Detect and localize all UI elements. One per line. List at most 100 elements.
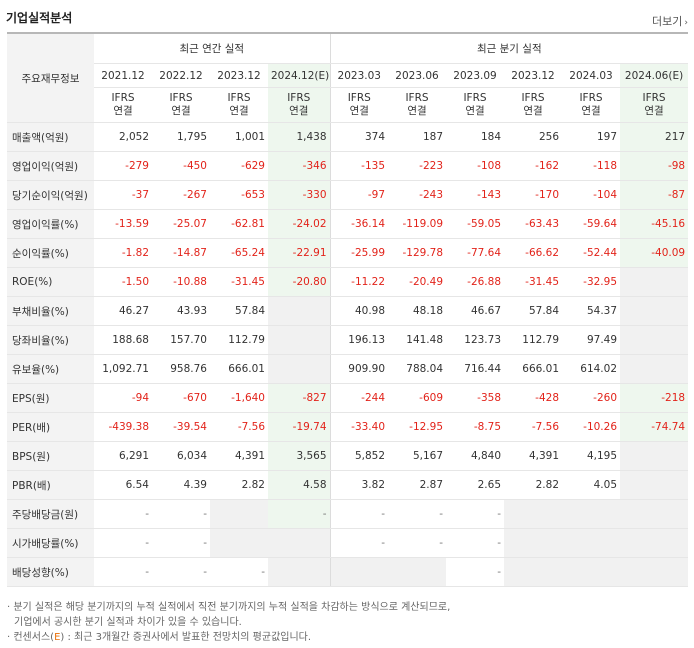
table-row: 순이익률(%) -1.82 -14.87 -65.24 -22.91 -25.99 -129… — [7, 238, 689, 268]
more-link-label: 더보기 — [652, 15, 683, 28]
table-cell: 6,291 — [94, 441, 152, 471]
table-cell: 4,840 — [446, 441, 505, 471]
table-cell: - — [446, 557, 505, 587]
table-cell: 196.13 — [329, 325, 389, 355]
row-label: 영업이익률(%) — [7, 209, 94, 239]
chevron-right-icon: › — [684, 18, 688, 28]
table-cell: 43.93 — [152, 296, 210, 326]
note-line: 기업에서 공시한 분기 실적과 차이가 있을 수 있습니다. — [14, 617, 242, 628]
table-cell: -77.64 — [446, 238, 505, 268]
table-cell: -12.95 — [388, 412, 447, 442]
table-cell: - — [388, 528, 447, 558]
table-cell: 57.84 — [504, 296, 563, 326]
table-cell: -450 — [152, 151, 210, 181]
annual-group-header: 최근 연간 실적 — [94, 32, 331, 64]
table-cell: 188.68 — [94, 325, 152, 355]
table-row: 배당성향(%) - - - - — [7, 557, 689, 587]
table-cell: 666.01 — [504, 354, 563, 384]
footnotes: · 분기 실적은 해당 분기까지의 누적 실적에서 직전 분기까지의 누적 실적… — [7, 600, 450, 645]
table-cell: -118 — [562, 151, 621, 181]
table-row: PBR(배) 6.54 4.39 2.82 4.58 3.82 2.87 2.65 2.82 4.… — [7, 470, 689, 500]
table-row: BPS(원) 6,291 6,034 4,391 3,565 5,852 5,167 4,84… — [7, 441, 689, 471]
table-cell — [504, 557, 563, 587]
table-cell: -143 — [446, 180, 505, 210]
table-cell: -63.43 — [504, 209, 563, 239]
table-cell: - — [94, 499, 152, 529]
table-cell: 4.05 — [562, 470, 621, 500]
ifrs-label: IFRS 연결 — [388, 87, 447, 123]
table-cell: - — [446, 528, 505, 558]
table-cell: 187 — [388, 122, 447, 152]
table-cell — [620, 325, 689, 355]
table-cell — [268, 528, 331, 558]
ifrs-label: IFRS 연결 — [152, 87, 210, 123]
table-cell: -24.02 — [268, 209, 331, 239]
table-cell — [620, 354, 689, 384]
table-cell: 788.04 — [388, 354, 447, 384]
table-cell: 1,795 — [152, 122, 210, 152]
ifrs-label: IFRS 연결 — [268, 87, 331, 123]
table-cell: -39.54 — [152, 412, 210, 442]
table-cell — [620, 267, 689, 297]
table-row: 시가배당률(%) - - - - - — [7, 528, 689, 558]
row-label: 순이익률(%) — [7, 238, 94, 268]
table-cell: 46.27 — [94, 296, 152, 326]
table-row: 유보율(%) 1,092.71 958.76 666.01 909.90 788.04 71… — [7, 354, 689, 384]
table-cell: -653 — [210, 180, 268, 210]
row-label: 당좌비율(%) — [7, 325, 94, 355]
table-cell: 112.79 — [210, 325, 268, 355]
table-cell: -40.09 — [620, 238, 689, 268]
table-cell: 2.65 — [446, 470, 505, 500]
table-cell — [620, 470, 689, 500]
table-cell: - — [329, 499, 389, 529]
table-cell: - — [446, 499, 505, 529]
table-cell: -10.26 — [562, 412, 621, 442]
table-cell — [620, 557, 689, 587]
table-cell: -439.38 — [94, 412, 152, 442]
table-cell: 5,167 — [388, 441, 447, 471]
table-cell: 3.82 — [329, 470, 389, 500]
table-row: 부채비율(%) 46.27 43.93 57.84 40.98 48.18 46.67 57.… — [7, 296, 689, 326]
table-cell: 666.01 — [210, 354, 268, 384]
table-cell: 1,001 — [210, 122, 268, 152]
table-cell: -36.14 — [329, 209, 389, 239]
table-cell: -20.80 — [268, 267, 331, 297]
table-cell: -31.45 — [210, 267, 268, 297]
table-cell: -25.07 — [152, 209, 210, 239]
table-cell: -65.24 — [210, 238, 268, 268]
row-label: 영업이익(억원) — [7, 151, 94, 181]
period-header: 2023.12 — [210, 63, 268, 88]
period-header: 2021.12 — [94, 63, 152, 88]
table-row: 주당배당금(원) - - - - - - — [7, 499, 689, 529]
table-cell: 5,852 — [329, 441, 389, 471]
table-cell: -7.56 — [210, 412, 268, 442]
table-cell: -14.87 — [152, 238, 210, 268]
table-cell — [504, 499, 563, 529]
table-row: 영업이익(억원) -279 -450 -629 -346 -135 -223 -108 -162… — [7, 151, 689, 181]
row-header-label: 주요재무정보 — [7, 32, 94, 123]
table-cell: - — [152, 557, 210, 587]
table-cell: 2.82 — [210, 470, 268, 500]
row-label: 부채비율(%) — [7, 296, 94, 326]
note-line: · 분기 실적은 해당 분기까지의 누적 실적에서 직전 분기까지의 누적 실적… — [7, 602, 451, 613]
table-cell: -45.16 — [620, 209, 689, 239]
table-cell: -1,640 — [210, 383, 268, 413]
financial-table: 주요재무정보 최근 연간 실적 최근 분기 실적 2021.12 2022.12 2… — [7, 32, 689, 587]
table-cell: -22.91 — [268, 238, 331, 268]
row-label: 유보율(%) — [7, 354, 94, 384]
table-cell: -19.74 — [268, 412, 331, 442]
table-cell: -119.09 — [388, 209, 447, 239]
table-cell: - — [329, 528, 389, 558]
more-link[interactable]: 더보기 › — [652, 13, 688, 29]
table-cell: -52.44 — [562, 238, 621, 268]
row-label: 주당배당금(원) — [7, 499, 94, 529]
table-cell: 97.49 — [562, 325, 621, 355]
table-cell: -104 — [562, 180, 621, 210]
table-cell: -7.56 — [504, 412, 563, 442]
table-cell: 614.02 — [562, 354, 621, 384]
table-cell: 6.54 — [94, 470, 152, 500]
table-cell: -162 — [504, 151, 563, 181]
period-header: 2024.03 — [562, 63, 621, 88]
period-header: 2024.06(E) — [620, 63, 689, 88]
table-cell: 57.84 — [210, 296, 268, 326]
